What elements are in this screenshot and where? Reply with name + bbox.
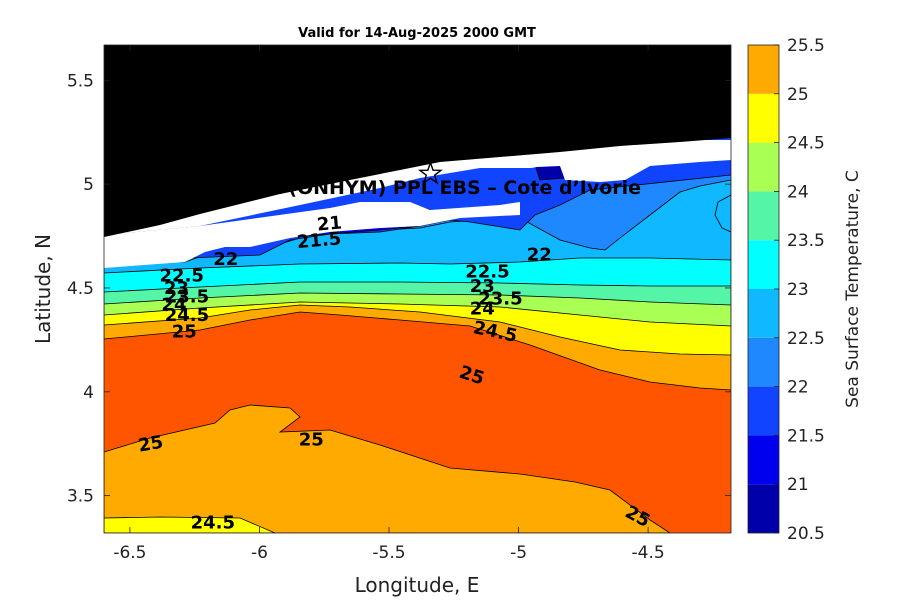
- colorbar-tick-label: 24.5: [787, 134, 825, 154]
- x-tick-label: -6: [251, 543, 268, 563]
- colorbar-segment: [748, 240, 779, 289]
- plot-frame: [103, 44, 732, 534]
- colorbar-segment: [748, 484, 779, 533]
- colorbar-segment: [748, 93, 779, 143]
- y-axis-label: Latitude, N: [31, 234, 55, 344]
- x-axis-label: Longitude, E: [355, 573, 480, 597]
- colorbar-tick-label: 21.5: [787, 426, 825, 446]
- band-24.5-25-lower: [104, 404, 671, 533]
- contour-label: 21.5: [296, 228, 342, 253]
- contour-label: 22.5: [465, 261, 509, 282]
- x-tick-label: -4.5: [632, 543, 665, 563]
- colorbar-segment: [748, 435, 779, 485]
- colorbar-segment: [748, 45, 779, 94]
- nodata-strip-lower: [104, 202, 520, 268]
- colorbar-tick-label: 20.5: [787, 524, 825, 544]
- contour-label: 23: [470, 276, 495, 297]
- colorbar-tick-label: 23.5: [787, 231, 825, 251]
- contour-label: 23.5: [165, 286, 209, 307]
- colorbar-segment: [748, 386, 779, 436]
- colorbar-tick-label: 25: [787, 85, 809, 105]
- colorbar-tick-label: 21: [787, 475, 809, 495]
- contour-label: 24: [161, 295, 186, 316]
- y-axis: 3.5 4 4.5 5 5.5: [67, 71, 731, 507]
- band-24-24.5-lower: [104, 516, 276, 533]
- contour-label: 24.5: [191, 513, 235, 534]
- y-tick-label: 4: [83, 383, 94, 403]
- site-star-marker: [417, 160, 443, 185]
- contour-label: 22: [527, 245, 552, 266]
- x-tick-label: -5.5: [372, 543, 405, 563]
- colorbar-segment: [748, 142, 779, 192]
- colorbar-tick-label: 22: [787, 378, 809, 398]
- contour-label: 25: [137, 432, 165, 457]
- x-axis: -6.5 -6 -5.5 -5 -4.5: [113, 45, 665, 563]
- colorbar-tick-label: 22.5: [787, 329, 825, 349]
- colorbar-segment: [748, 289, 779, 338]
- land-mass: [104, 45, 731, 237]
- y-tick-label: 5.5: [67, 71, 94, 91]
- chart-title: Valid for 14-Aug-2025 2000 GMT: [298, 26, 536, 41]
- contour-label: 21: [316, 213, 343, 236]
- y-tick-label: 5: [83, 175, 94, 195]
- contour-label: 25: [172, 322, 197, 343]
- contour-label: 23: [164, 278, 189, 299]
- y-tick-label: 3.5: [67, 487, 94, 507]
- contour-label: 25: [299, 430, 324, 451]
- colorbar-segment: [748, 337, 779, 387]
- contour-label: 22: [213, 249, 238, 270]
- band-22-22.5-patch: [714, 194, 731, 233]
- colorbar-tick-label: 24: [787, 182, 809, 202]
- colorbar: 20.5 21 21.5 22 22.5 23 23.5 24 24.5 25 25.5: [747, 36, 825, 544]
- y-tick-label: 4.5: [67, 279, 94, 299]
- contour-label: 24: [470, 299, 495, 320]
- x-tick-label: -6.5: [113, 543, 146, 563]
- colorbar-tick-label: 25.5: [787, 36, 825, 56]
- colorbar-segment: [748, 191, 779, 241]
- contour-label: 23.5: [478, 288, 522, 309]
- colorbar-label: Sea Surface Temperature, C: [843, 170, 863, 408]
- contour-label: 24.5: [165, 305, 209, 326]
- site-label: A (ONHYM) PPL EBS – Cote d’Ivorie: [267, 177, 641, 199]
- contour-label: 22.5: [160, 266, 204, 287]
- x-tick-label: -5: [510, 543, 527, 563]
- colorbar-tick-label: 23: [787, 280, 809, 300]
